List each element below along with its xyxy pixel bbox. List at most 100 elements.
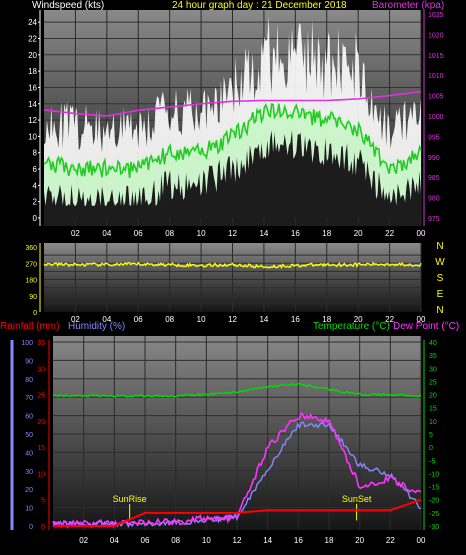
- tick-label-temperature: -15: [429, 485, 439, 492]
- tick-label-baro: 975: [428, 216, 440, 223]
- tick-label-hour: 20: [354, 315, 363, 324]
- compass-label: S: [437, 273, 444, 284]
- tick-label-hour: 22: [385, 229, 394, 238]
- tick-label-hour: 20: [355, 536, 364, 545]
- tick-label-rainfall: 25: [37, 393, 45, 400]
- tick-label-baro: 1025: [428, 12, 444, 19]
- tick-label-wind: 8: [33, 149, 38, 158]
- tick-label-hour: 10: [197, 229, 206, 238]
- tick-label-wind: 4: [33, 181, 38, 190]
- tick-label-wind: 20: [28, 51, 37, 60]
- compass-label: E: [437, 289, 444, 300]
- tick-label-wind: 10: [28, 132, 37, 141]
- tick-label-temperature: 0: [429, 445, 433, 452]
- tick-label-dir: 0: [33, 310, 37, 317]
- sunset-label: SunSet: [342, 494, 372, 504]
- tick-label-rainfall: 0: [41, 524, 45, 531]
- tick-label-humidity: 70: [25, 395, 33, 402]
- tick-label-hour: 18: [325, 536, 334, 545]
- tick-label-rainfall: 35: [37, 340, 45, 347]
- tick-label-temperature: 25: [429, 379, 437, 386]
- dewpoint-axis-label: Dew Point (°C): [393, 321, 460, 332]
- barometer-axis-label: Barometer (kpa): [372, 0, 445, 11]
- tick-label-temperature: -20: [429, 498, 439, 505]
- tick-label-rainfall: 30: [37, 366, 45, 373]
- tick-label-hour: 00: [417, 229, 426, 238]
- tick-label-wind: 16: [28, 83, 37, 92]
- tick-label-hour: 12: [233, 536, 242, 545]
- tick-label-hour: 10: [197, 315, 206, 324]
- tick-label-hour: 16: [291, 229, 300, 238]
- tick-label-wind: 24: [28, 18, 37, 27]
- tick-label-hour: 20: [354, 229, 363, 238]
- tick-label-wind: 6: [33, 165, 38, 174]
- tick-label-baro: 1010: [428, 73, 444, 80]
- tick-label-hour: 12: [228, 315, 237, 324]
- tick-label-dir: 360: [25, 245, 37, 252]
- tick-label-humidity: 50: [25, 432, 33, 439]
- tick-label-humidity: 20: [25, 487, 33, 494]
- tick-label-hour: 10: [202, 536, 211, 545]
- tick-label-hour: 16: [291, 315, 300, 324]
- tick-label-wind: 2: [33, 198, 38, 207]
- tick-label-dir: 90: [29, 294, 37, 301]
- tick-label-hour: 00: [417, 315, 426, 324]
- tick-label-hour: 04: [102, 315, 111, 324]
- series-wind-band: [44, 99, 421, 206]
- tick-label-hour: 06: [134, 315, 143, 324]
- tick-label-baro: 985: [428, 175, 440, 182]
- tick-label-humidity: 40: [25, 450, 33, 457]
- tick-label-hour: 16: [294, 536, 303, 545]
- tick-label-wind: 18: [28, 67, 37, 76]
- tick-label-hour: 04: [102, 229, 111, 238]
- tick-label-temperature: 15: [429, 406, 437, 413]
- compass-label: W: [435, 257, 445, 268]
- tick-label-temperature: 35: [429, 353, 437, 360]
- rainfall-axis-label: Rainfall (mm): [0, 321, 60, 332]
- tick-label-temperature: -30: [429, 524, 439, 531]
- tick-label-wind: 22: [28, 34, 37, 43]
- tick-label-hour: 22: [385, 315, 394, 324]
- tick-label-hour: 14: [259, 315, 268, 324]
- tick-label-hour: 02: [71, 315, 80, 324]
- tick-label-hour: 22: [386, 536, 395, 545]
- series-rainfall-line: [53, 498, 422, 527]
- tick-label-rainfall: 10: [37, 471, 45, 478]
- tick-label-humidity: 100: [21, 340, 33, 347]
- tick-label-hour: 12: [228, 229, 237, 238]
- tick-label-hour: 06: [141, 536, 150, 545]
- tick-label-dir: 180: [25, 278, 37, 285]
- tick-label-hour: 08: [165, 315, 174, 324]
- tick-label-hour: 06: [134, 229, 143, 238]
- tick-label-baro: 1020: [428, 32, 444, 39]
- tick-label-hour: 14: [263, 536, 272, 545]
- tick-label-temperature: -10: [429, 471, 439, 478]
- tick-label-dir: 270: [25, 261, 37, 268]
- temperature-axis-label: Temperature (°C): [313, 321, 390, 332]
- series-windspeed-line: [43, 103, 422, 178]
- tick-label-humidity: 10: [25, 506, 33, 513]
- tick-label-rainfall: 15: [37, 445, 45, 452]
- tick-label-wind: 0: [33, 214, 38, 223]
- series-wind-low-area: [44, 130, 421, 218]
- tick-label-baro: 995: [428, 134, 440, 141]
- tick-label-temperature: 10: [429, 419, 437, 426]
- tick-label-temperature: 20: [429, 393, 437, 400]
- tick-label-humidity: 0: [29, 524, 33, 531]
- tick-label-hour: 04: [110, 536, 119, 545]
- tick-label-hour: 18: [322, 315, 331, 324]
- tick-label-wind: 14: [28, 100, 37, 109]
- tick-label-humidity: 60: [25, 414, 33, 421]
- humidity-axis-label: Humidity (%): [68, 321, 126, 332]
- tick-label-hour: 08: [165, 229, 174, 238]
- tick-label-humidity: 30: [25, 469, 33, 476]
- tick-label-temperature: -25: [429, 511, 439, 518]
- tick-label-wind: 12: [28, 116, 37, 125]
- page-title: 24 hour graph day : 21 December 2018: [172, 0, 347, 11]
- tick-label-humidity: 90: [25, 358, 33, 365]
- tick-label-rainfall: 20: [37, 419, 45, 426]
- sunrise-label: SunRise: [113, 494, 147, 504]
- compass-label: N: [436, 241, 443, 252]
